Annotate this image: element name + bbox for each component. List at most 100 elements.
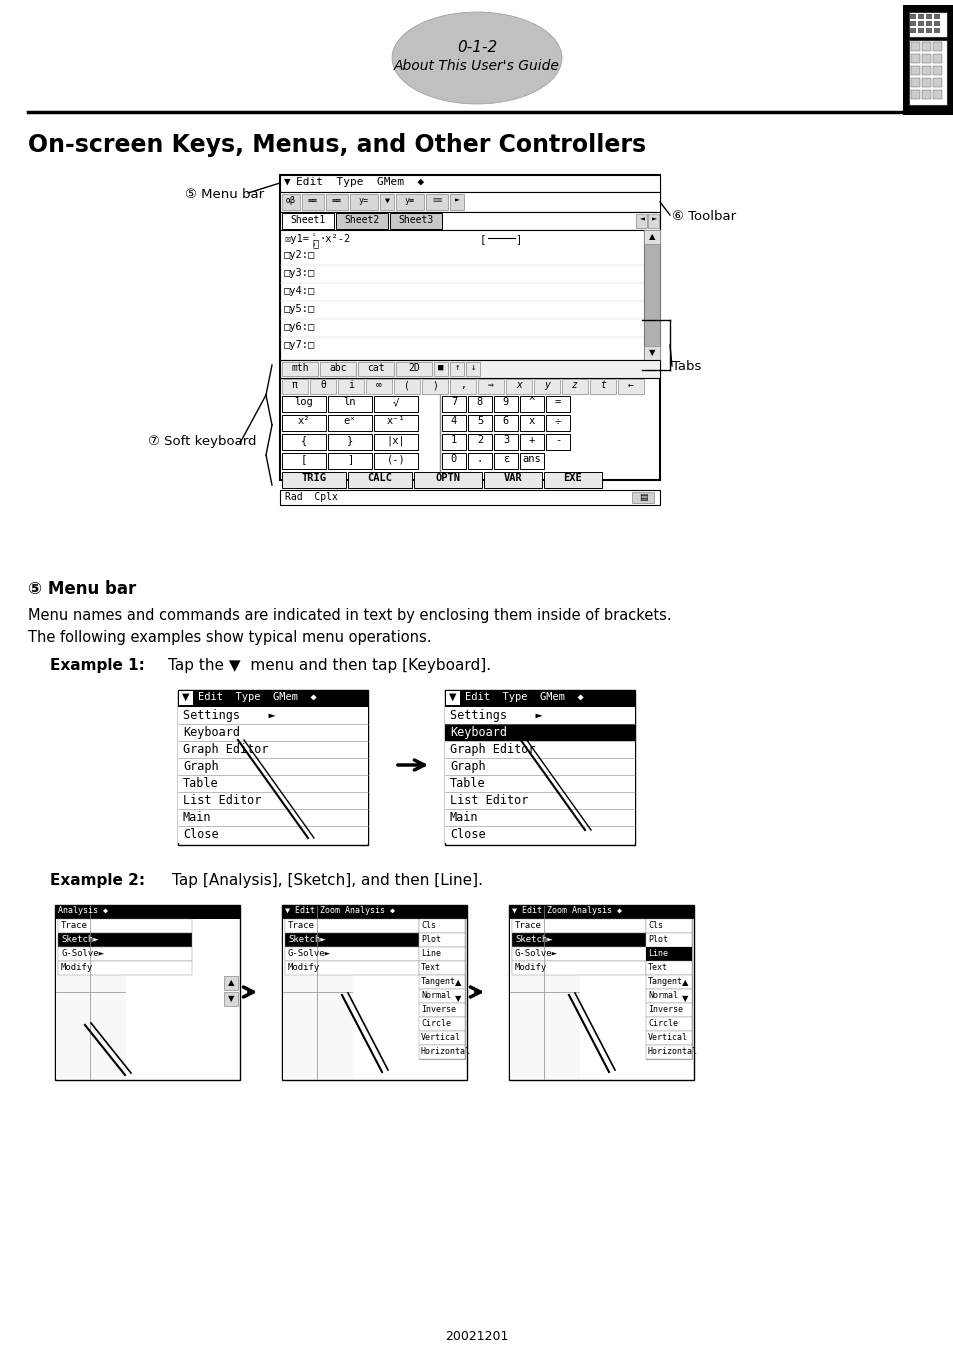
Bar [451,992,464,1006]
Bar [310,379,335,393]
Bar [932,42,941,51]
Bar [932,54,941,64]
Bar [426,193,448,210]
Text: Tap the ▼  menu and then tap [Keyboard].: Tap the ▼ menu and then tap [Keyboard]. [168,658,491,673]
Bar [465,362,479,376]
Text: ⁄: ⁄ [312,238,318,247]
Text: Analysis ◆: Analysis ◆ [58,906,108,915]
Bar [678,976,691,990]
Bar [519,434,543,450]
Text: ■: ■ [437,362,443,372]
Bar [178,826,368,844]
Text: Inverse: Inverse [420,1005,456,1014]
Bar [589,379,616,393]
Bar [647,214,659,228]
Text: Rad  Cplx: Rad Cplx [285,492,337,502]
Text: t: t [599,380,605,389]
Text: ▼: ▼ [455,994,460,1003]
Bar [645,990,691,1003]
Bar [645,961,691,975]
Text: Vertical: Vertical [420,1033,460,1042]
Text: x: x [528,416,535,426]
Text: Circle: Circle [647,1019,678,1028]
Bar [282,214,334,228]
Bar [645,1032,691,1045]
Text: Tabs: Tabs [671,360,700,373]
Bar [328,396,372,412]
Text: ▼: ▼ [648,347,655,357]
Text: 3: 3 [502,435,509,445]
Bar [483,472,541,488]
Text: ⑤ Menu bar: ⑤ Menu bar [28,580,136,598]
Bar [418,1017,464,1032]
Text: ≡≡: ≡≡ [332,196,341,206]
Text: Tangent: Tangent [647,977,682,986]
Bar [302,193,324,210]
Text: Modify: Modify [515,963,547,972]
Bar [468,434,492,450]
Text: List Editor: List Editor [450,794,528,807]
Bar [468,453,492,469]
Text: 1: 1 [451,435,456,445]
Bar [178,758,368,775]
Text: Close: Close [450,827,485,841]
Text: θ: θ [319,380,326,389]
Text: ▼: ▼ [284,177,291,187]
Bar [446,691,459,704]
Text: Horizontal: Horizontal [647,1046,698,1056]
Bar [282,415,326,431]
Text: ₃: ₃ [312,241,315,247]
Bar [561,379,587,393]
Bar [280,360,659,379]
Text: ▼ Edit Zoom Analysis ◆: ▼ Edit Zoom Analysis ◆ [512,906,621,915]
Text: ≡≡: ≡≡ [308,196,317,206]
Bar [921,66,930,74]
Bar [444,792,635,808]
Text: =: = [555,397,560,407]
Bar [910,66,919,74]
Text: π: π [292,380,297,389]
Text: 0: 0 [451,454,456,464]
Text: |x|: |x| [386,435,405,446]
Bar [179,691,193,704]
Bar [55,904,240,919]
Bar [450,362,463,376]
Bar [933,22,939,26]
Bar [280,174,659,192]
Text: 9: 9 [502,397,509,407]
Text: □y3:□: □y3:□ [284,268,314,279]
Text: Keyboard: Keyboard [183,726,240,740]
Bar [925,22,931,26]
Text: Menu names and commands are indicated in text by enclosing them inside of bracke: Menu names and commands are indicated in… [28,608,671,623]
Bar [374,415,417,431]
Text: ⑤ Menu bar: ⑤ Menu bar [185,188,264,201]
Bar [444,808,635,826]
Bar [921,54,930,64]
Bar [58,933,192,946]
Bar [643,346,659,360]
Bar [545,415,569,431]
Text: x: x [516,380,521,389]
Text: {: { [300,435,307,445]
Text: ▲: ▲ [648,233,655,241]
Bar [285,919,418,933]
Text: Close: Close [183,827,218,841]
Text: ^: ^ [528,397,535,407]
Text: Sheet1: Sheet1 [290,215,325,224]
Text: ▼: ▼ [449,692,456,702]
Bar [328,434,372,450]
Bar [414,472,481,488]
Bar [224,992,237,1006]
Text: EXE: EXE [563,473,581,483]
Text: Text: Text [420,963,440,972]
Bar [285,946,418,961]
Bar [468,415,492,431]
Bar [509,904,693,1080]
Text: ⇒: ⇒ [488,380,494,389]
Text: Main: Main [450,811,478,823]
Text: Main: Main [183,811,212,823]
Bar [178,725,368,741]
Text: abc: abc [329,362,347,373]
Text: Sheet2: Sheet2 [344,215,379,224]
Bar [917,22,923,26]
